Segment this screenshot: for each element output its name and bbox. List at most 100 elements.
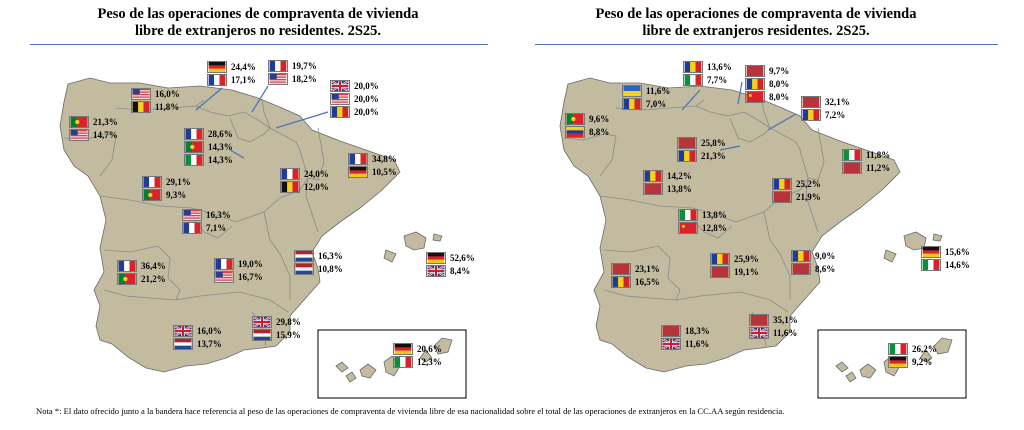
right-baleares-value-1: 14,6% xyxy=(945,259,970,270)
france-flag-icon xyxy=(182,222,202,234)
left-valencia-entry-1: 10,8% xyxy=(294,263,343,275)
left-cantabria-value-0: 24,4% xyxy=(231,61,256,72)
right-asturias-entry-1: 7,0% xyxy=(622,98,666,110)
portugal-flag-icon xyxy=(184,141,204,153)
left-title-rule xyxy=(30,44,488,45)
left-murcia-value-0: 29,8% xyxy=(276,316,301,327)
usa-flag-icon xyxy=(182,209,202,221)
left-murcia-entry-1: 15,9% xyxy=(252,329,301,341)
right-pais-vasco-value-0: 9,7% xyxy=(769,65,790,76)
right-baleares-entry-0: 15,6% xyxy=(921,246,970,258)
morocco-flag-icon xyxy=(745,65,765,77)
leader-rioja xyxy=(719,145,741,151)
left-asturias-value-1: 11,8% xyxy=(155,101,180,112)
left-murcia-entry-0: 29,8% xyxy=(252,316,301,328)
left-castilla-la-mancha-value-1: 16,7% xyxy=(238,271,263,282)
right-navarra-value-1: 7,2% xyxy=(825,109,846,120)
left-map-title: Peso de las operaciones de compraventa d… xyxy=(38,6,478,40)
left-pais-vasco-value-0: 19,7% xyxy=(292,60,317,71)
romania-flag-icon xyxy=(683,61,703,73)
left-castilla-leon-entry-1: 9,3% xyxy=(142,189,186,201)
leader-pais-vasco xyxy=(251,85,269,113)
right-extremadura-entry-0: 23,1% xyxy=(611,263,660,275)
left-cataluna-entry-1: 10,5% xyxy=(348,166,397,178)
canarias-inset-box xyxy=(817,329,967,399)
left-madrid-value-0: 16,3% xyxy=(206,209,231,220)
left-aragon-value-0: 24,0% xyxy=(304,168,329,179)
left-pais-vasco-value-1: 18,2% xyxy=(292,73,317,84)
belgium-flag-icon xyxy=(131,101,151,113)
right-aragon-value-0: 25,2% xyxy=(796,178,821,189)
left-madrid-entry-0: 16,3% xyxy=(182,209,231,221)
right-pais-vasco-entry-0: 9,7% xyxy=(745,65,789,77)
leader-cantabria xyxy=(195,87,223,111)
right-pais-vasco-entry-2: 8,0% xyxy=(745,91,789,103)
germany-flag-icon xyxy=(393,343,413,355)
right-asturias-value-1: 7,0% xyxy=(646,98,667,109)
left-rioja-entry-2: 14,3% xyxy=(184,154,233,166)
right-extremadura-entry-1: 16,5% xyxy=(611,276,660,288)
right-madrid-entry-0: 13,8% xyxy=(678,209,727,221)
left-extremadura-entry-1: 21,2% xyxy=(117,273,166,285)
left-andalucia-entry-0: 16,0% xyxy=(173,325,222,337)
portugal-flag-icon xyxy=(117,273,137,285)
left-title-line2: libre de extranjeros no residentes. 2S25… xyxy=(134,23,382,39)
left-madrid-entry-1: 7,1% xyxy=(182,222,226,234)
right-cataluna-entry-0: 11,8% xyxy=(842,149,890,161)
italy-flag-icon xyxy=(683,74,703,86)
right-castilla-leon-value-0: 14,2% xyxy=(667,170,692,181)
left-canarias-value-1: 12,3% xyxy=(417,356,442,367)
left-canarias-value-0: 20,6% xyxy=(417,343,442,354)
right-murcia-entry-1: 11,6% xyxy=(749,327,797,339)
left-navarra-value-0: 20,0% xyxy=(354,80,379,91)
romania-flag-icon xyxy=(330,106,350,118)
left-baleares-value-0: 52,6% xyxy=(450,252,475,263)
germany-flag-icon xyxy=(888,356,908,368)
uk-flag-icon xyxy=(173,325,193,337)
left-andalucia-value-1: 13,7% xyxy=(197,338,222,349)
france-flag-icon xyxy=(184,128,204,140)
spain-land xyxy=(559,77,901,373)
right-title-line1: Peso de las operaciones de compraventa d… xyxy=(595,6,917,22)
right-cataluna-value-1: 11,2% xyxy=(866,162,891,173)
left-cataluna-entry-0: 34,8% xyxy=(348,153,397,165)
portugal-flag-icon xyxy=(142,189,162,201)
right-murcia-value-0: 35,1% xyxy=(773,314,798,325)
right-castilla-leon-entry-1: 13,8% xyxy=(643,183,692,195)
right-cataluna-value-0: 11,8% xyxy=(866,149,891,160)
right-castilla-la-mancha-value-0: 25,9% xyxy=(734,253,759,264)
right-navarra-value-0: 32,1% xyxy=(825,96,850,107)
right-madrid-value-1: 12,8% xyxy=(702,222,727,233)
uk-flag-icon xyxy=(661,338,681,350)
right-castilla-la-mancha-entry-1: 19,1% xyxy=(710,266,759,278)
romania-flag-icon xyxy=(710,253,730,265)
romania-flag-icon xyxy=(791,250,811,262)
italy-flag-icon xyxy=(842,149,862,161)
right-cantabria-entry-0: 13,6% xyxy=(683,61,732,73)
right-castilla-leon-entry-0: 14,2% xyxy=(643,170,692,182)
netherlands-flag-icon xyxy=(252,329,272,341)
right-canarias-entry-1: 9,2% xyxy=(888,356,932,368)
left-castilla-leon-value-1: 9,3% xyxy=(166,189,187,200)
right-cantabria-value-0: 13,6% xyxy=(707,61,732,72)
uk-flag-icon xyxy=(252,316,272,328)
right-madrid-entry-1: 12,8% xyxy=(678,222,727,234)
netherlands-flag-icon xyxy=(294,263,314,275)
left-navarra-entry-1: 20,0% xyxy=(330,93,379,105)
left-andalucia-value-0: 16,0% xyxy=(197,325,222,336)
right-galicia-value-1: 8,8% xyxy=(589,126,610,137)
left-castilla-la-mancha-entry-0: 19,0% xyxy=(214,258,263,270)
right-valencia-entry-1: 8,6% xyxy=(791,263,835,275)
right-cantabria-value-1: 7,7% xyxy=(707,74,728,85)
right-andalucia-entry-1: 11,6% xyxy=(661,338,709,350)
morocco-flag-icon xyxy=(791,263,811,275)
morocco-flag-icon xyxy=(749,314,769,326)
usa-flag-icon xyxy=(69,129,89,141)
romania-flag-icon xyxy=(677,150,697,162)
right-cataluna-entry-1: 11,2% xyxy=(842,162,890,174)
right-castilla-la-mancha-entry-0: 25,9% xyxy=(710,253,759,265)
left-galicia-entry-0: 21,3% xyxy=(69,116,118,128)
netherlands-flag-icon xyxy=(173,338,193,350)
usa-flag-icon xyxy=(330,93,350,105)
